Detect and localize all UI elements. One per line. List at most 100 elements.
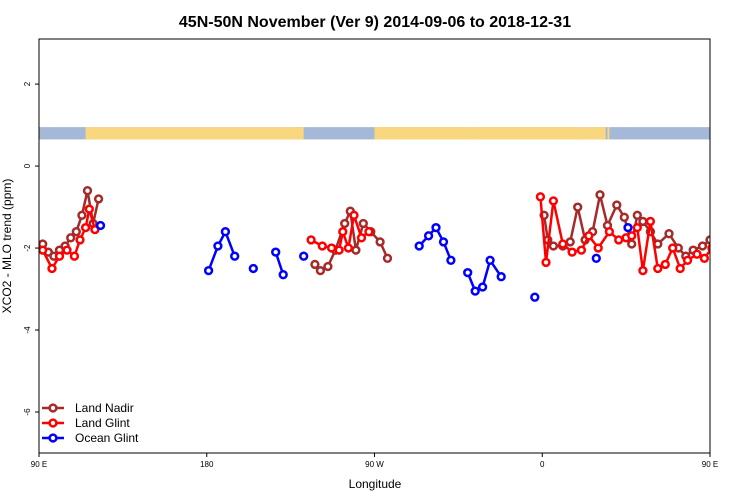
land-glint-point bbox=[343, 243, 354, 253]
land-nadir-point bbox=[310, 259, 320, 270]
land-nadir-point bbox=[382, 253, 393, 263]
plot-frame bbox=[38, 38, 711, 454]
land-glint-point bbox=[699, 253, 710, 263]
land-glint-point bbox=[69, 251, 80, 261]
land-nadir-point bbox=[612, 200, 622, 210]
legend-label: Land Glint bbox=[75, 416, 130, 430]
legend-swatch-point bbox=[48, 418, 58, 428]
land-glint-point bbox=[660, 259, 670, 270]
ocean-glint-point bbox=[470, 286, 480, 296]
land-glint-point bbox=[723, 224, 730, 231]
land-glint-point bbox=[349, 210, 359, 220]
land-glint-point bbox=[75, 235, 85, 245]
land-glint-point bbox=[627, 231, 637, 241]
land-glint-point bbox=[356, 233, 367, 243]
series-land-glint bbox=[39, 192, 743, 276]
land-nadir-point bbox=[638, 216, 648, 227]
land-nadir-point bbox=[664, 229, 674, 239]
ocean-glint-point bbox=[485, 255, 495, 265]
ocean-glint-point bbox=[230, 251, 240, 261]
land-nadir-point bbox=[315, 265, 326, 276]
x-tick-label: 90 E bbox=[31, 460, 47, 469]
land-nadir-point bbox=[722, 212, 729, 219]
legend-entry: Land Glint bbox=[42, 416, 130, 430]
land-glint-point bbox=[62, 245, 72, 255]
land-glint-point bbox=[653, 263, 663, 274]
land-glint-point bbox=[47, 263, 57, 274]
land-nadir-point bbox=[573, 202, 583, 212]
ocean-glint-point bbox=[271, 247, 281, 257]
land-glint-point bbox=[675, 263, 685, 274]
land-glint-point bbox=[535, 192, 546, 202]
land-glint-point bbox=[84, 204, 94, 214]
land-nadir-point bbox=[627, 239, 637, 249]
y-axis-label: XCO2 - MLO trend (ppm) bbox=[0, 179, 14, 314]
x-tick-label: 0 bbox=[540, 460, 545, 469]
x-tick-label: 90 W bbox=[365, 460, 384, 469]
land-glint-point bbox=[54, 251, 65, 261]
x-tick-label: 90 E bbox=[702, 460, 718, 469]
land-nadir-point bbox=[351, 245, 361, 255]
ocean-glint-point bbox=[423, 231, 434, 241]
land-glint-point bbox=[567, 247, 577, 257]
land-nadir-point bbox=[77, 210, 87, 220]
land-nadir-point bbox=[595, 190, 605, 200]
land-glint-point bbox=[338, 227, 348, 237]
ocean-glint-point bbox=[220, 227, 231, 237]
y-axis: 2 0 -2 -4 -6 bbox=[23, 81, 39, 416]
ocean-glint-point bbox=[431, 222, 441, 233]
ocean-glint-point bbox=[95, 220, 106, 231]
ocean-glint-line bbox=[207, 230, 236, 272]
land-nadir-point bbox=[71, 227, 81, 237]
y-tick-label: 2 bbox=[23, 81, 32, 86]
ocean-glint-point bbox=[591, 253, 601, 263]
legend-entry: Land Nadir bbox=[42, 401, 134, 415]
legend-label: Ocean Glint bbox=[75, 431, 139, 445]
ocean-glint-point bbox=[530, 292, 540, 302]
ocean-glint-point bbox=[213, 241, 223, 251]
ocean-glint-point bbox=[496, 272, 506, 282]
land-nadir-point bbox=[358, 218, 368, 229]
land-glint-point bbox=[692, 249, 702, 259]
land-band-segment bbox=[607, 127, 610, 140]
ocean-glint-point bbox=[623, 222, 633, 233]
land-glint-point bbox=[576, 245, 587, 255]
land-glint-point bbox=[584, 231, 594, 241]
land-glint-point bbox=[317, 241, 327, 251]
ocean-glint-point bbox=[299, 251, 309, 261]
x-tick-label: 180 bbox=[200, 460, 214, 469]
land-nadir-point bbox=[323, 261, 333, 272]
land-nadir-point bbox=[565, 237, 575, 247]
y-tick-label: -6 bbox=[23, 408, 32, 416]
land-nadir-point bbox=[82, 186, 93, 196]
land-nadir-point bbox=[697, 241, 708, 251]
ocean-glint-point bbox=[446, 255, 456, 265]
land-glint-point bbox=[736, 226, 743, 233]
land-nadir-point bbox=[632, 210, 642, 220]
land-glint-point bbox=[334, 245, 344, 255]
ocean-glint-point bbox=[463, 267, 473, 278]
land-glint-point bbox=[326, 243, 337, 253]
land-glint-point bbox=[548, 196, 559, 206]
land-glint-point bbox=[716, 234, 723, 241]
x-axis-label: Longitude bbox=[349, 477, 402, 491]
legend-entry: Ocean Glint bbox=[42, 431, 139, 445]
land-glint-point bbox=[638, 265, 648, 276]
series-layer bbox=[39, 186, 743, 302]
land-glint-point bbox=[632, 222, 642, 233]
land-band-segment bbox=[374, 127, 606, 140]
ocean-glint-point bbox=[248, 263, 258, 274]
ocean-glint-point bbox=[278, 270, 288, 280]
ocean-glint-point bbox=[203, 265, 214, 276]
ocean-glint-point bbox=[414, 241, 424, 251]
y-tick-label: -2 bbox=[23, 244, 32, 252]
land-glint-point bbox=[306, 235, 316, 245]
chart-title: 45N-50N November (Ver 9) 2014-09-06 to 2… bbox=[179, 14, 571, 31]
land-glint-point bbox=[364, 227, 374, 237]
ocean-glint-point bbox=[438, 237, 449, 247]
land-glint-point bbox=[593, 243, 603, 253]
y-tick-label: 0 bbox=[23, 163, 32, 168]
land-glint-point bbox=[80, 222, 91, 233]
